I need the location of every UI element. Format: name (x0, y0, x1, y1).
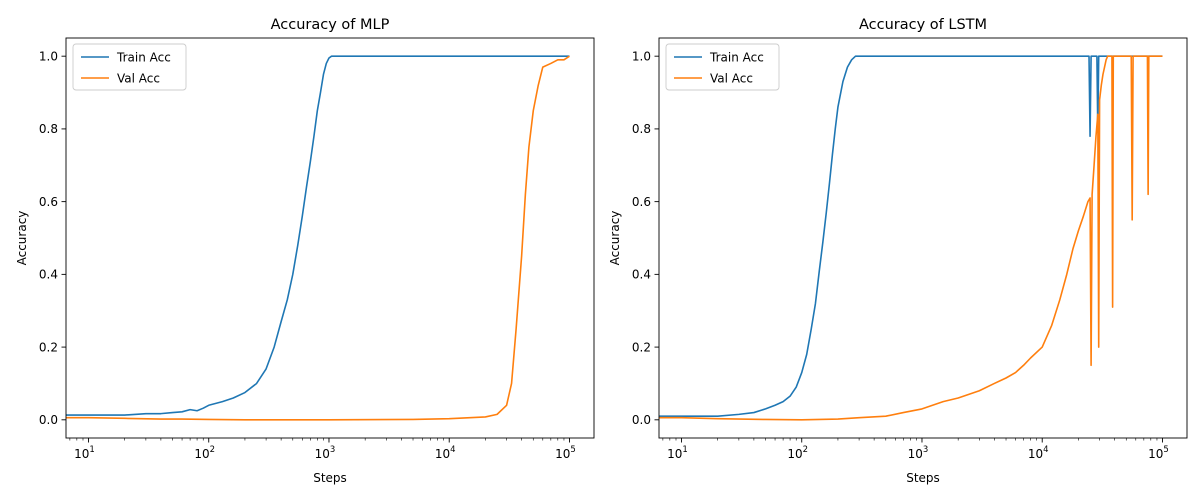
x-axis-label: Steps (906, 471, 940, 485)
y-tick-label: 1.0 (39, 49, 58, 63)
y-axis-label: Accuracy (15, 211, 29, 266)
x-tick-label: 104 (1028, 445, 1049, 461)
x-tick-label: 102 (194, 445, 215, 461)
y-tick-label: 0.0 (39, 413, 58, 427)
x-tick-label: 105 (555, 445, 576, 461)
y-tick-label: 0.6 (632, 195, 651, 209)
subplot-mlp: 101 102 103 104 105 0.0 0.2 0.4 0.6 0.8 1.0 Accurac… (15, 17, 595, 485)
subplot-lstm: 101 102 103 104 105 0.0 0.2 0.4 0.6 0.8 1.0 Accurac… (608, 17, 1188, 485)
legend-label: Train Acc (709, 50, 764, 64)
y-tick-label: 0.2 (632, 340, 651, 354)
y-tick-label: 0.8 (39, 122, 58, 136)
y-tick-label: 0.0 (632, 413, 651, 427)
plot-frame (65, 37, 595, 439)
plot-title: Accuracy of MLP (271, 17, 390, 33)
x-tick-label: 101 (74, 445, 95, 461)
legend-label: Val Acc (710, 71, 753, 85)
x-tick-label: 102 (787, 445, 808, 461)
y-tick-label: 1.0 (632, 49, 651, 63)
series-line-val-acc (66, 55, 570, 421)
y-tick-label: 0.8 (632, 122, 651, 136)
legend-label: Val Acc (117, 71, 160, 85)
y-axis-label: Accuracy (608, 211, 622, 266)
y-tick-label: 0.6 (39, 195, 58, 209)
series-line-train-acc (66, 55, 570, 416)
series-line-val-acc (659, 55, 1163, 421)
y-tick-label: 0.4 (39, 268, 58, 282)
plot-frame (658, 37, 1188, 439)
legend: Train Acc Val Acc (665, 43, 780, 91)
plot-title: Accuracy of LSTM (859, 17, 987, 33)
x-tick-label: 103 (908, 445, 929, 461)
x-tick-label: 101 (667, 445, 688, 461)
y-tick-label: 0.2 (39, 340, 58, 354)
legend-label: Train Acc (116, 50, 171, 64)
x-tick-label: 104 (435, 445, 456, 461)
x-tick-label: 103 (315, 445, 336, 461)
series-line-train-acc (659, 55, 1163, 417)
x-tick-label: 105 (1148, 445, 1169, 461)
y-tick-label: 0.4 (632, 268, 651, 282)
x-axis-label: Steps (313, 471, 347, 485)
legend: Train Acc Val Acc (72, 43, 187, 91)
